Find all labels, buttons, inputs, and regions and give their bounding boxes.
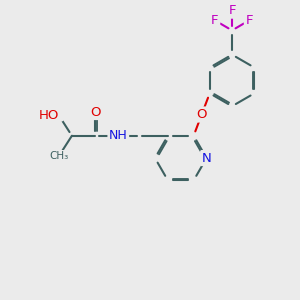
Circle shape bbox=[244, 15, 254, 26]
Circle shape bbox=[110, 128, 127, 144]
Circle shape bbox=[227, 5, 237, 16]
Circle shape bbox=[52, 109, 65, 122]
Text: CH₃: CH₃ bbox=[49, 151, 68, 161]
Text: N: N bbox=[202, 152, 212, 165]
Circle shape bbox=[196, 109, 207, 120]
Text: NH: NH bbox=[109, 129, 128, 142]
Text: HO: HO bbox=[38, 109, 59, 122]
Text: F: F bbox=[211, 14, 219, 27]
Circle shape bbox=[52, 150, 65, 163]
Text: O: O bbox=[196, 108, 207, 121]
Circle shape bbox=[90, 107, 101, 117]
Text: F: F bbox=[228, 4, 236, 17]
Circle shape bbox=[210, 15, 220, 26]
Text: O: O bbox=[90, 106, 100, 118]
Text: F: F bbox=[245, 14, 253, 27]
Circle shape bbox=[200, 152, 213, 164]
